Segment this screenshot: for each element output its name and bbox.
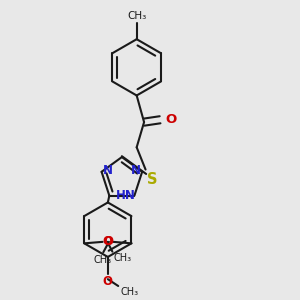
Text: CH₃: CH₃ xyxy=(127,11,146,20)
Text: O: O xyxy=(165,113,177,126)
Text: CH₃: CH₃ xyxy=(113,254,131,263)
Text: CH₃: CH₃ xyxy=(120,287,138,297)
Text: O: O xyxy=(102,236,112,248)
Text: N: N xyxy=(103,164,113,177)
Text: HN: HN xyxy=(116,189,136,202)
Text: CH₃: CH₃ xyxy=(94,255,112,265)
Text: O: O xyxy=(103,275,113,288)
Text: S: S xyxy=(147,172,158,187)
Text: N: N xyxy=(130,164,141,177)
Text: O: O xyxy=(104,236,114,248)
